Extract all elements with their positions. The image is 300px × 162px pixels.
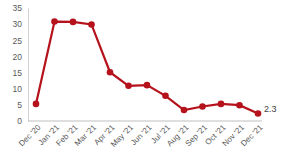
- marker: [199, 103, 206, 110]
- x-tick: Dec '21: [239, 121, 265, 148]
- marker: [33, 101, 40, 108]
- y-tick: 20: [13, 52, 28, 62]
- y-tick-label: 5: [17, 100, 22, 110]
- y-tick: 35: [13, 3, 28, 13]
- marker: [125, 83, 132, 90]
- y-tick-label: 25: [13, 36, 23, 46]
- marker: [70, 19, 77, 26]
- x-tick-label: Jun '21: [129, 122, 154, 147]
- y-axis-line: [28, 9, 29, 122]
- marker: [144, 82, 151, 89]
- x-tick: Jun '21: [129, 121, 154, 147]
- x-tick-label: Dec '21: [239, 122, 265, 148]
- marker: [88, 21, 95, 28]
- x-tick-label: May '21: [109, 122, 135, 148]
- chart: 0 5 10 15 20 25 30 35 Dec '20Jan '21Feb '21Mar '…: [0, 0, 300, 162]
- y-tick: 0: [17, 116, 28, 126]
- y-tick: 25: [13, 36, 28, 46]
- x-axis: Dec '20Jan '21Feb '21Mar '21Apr '21May '…: [17, 121, 265, 149]
- y-tick: 30: [13, 19, 28, 29]
- data-labels: 2.3: [264, 104, 277, 114]
- marker: [255, 110, 262, 117]
- marker: [162, 93, 169, 100]
- y-tick-label: 30: [13, 19, 23, 29]
- y-tick-label: 15: [13, 68, 23, 78]
- marker: [107, 69, 114, 76]
- y-tick-label: 10: [13, 84, 23, 94]
- y-tick: 5: [17, 100, 28, 110]
- y-axis: 0 5 10 15 20 25 30 35: [13, 3, 29, 126]
- plot-area: [33, 18, 262, 117]
- marker: [181, 107, 188, 114]
- y-tick-label: 0: [17, 116, 22, 126]
- y-tick-label: 35: [13, 3, 23, 13]
- y-tick: 15: [13, 68, 28, 78]
- x-tick: Sep '21: [184, 121, 210, 148]
- marker: [51, 18, 58, 25]
- line: [36, 22, 258, 114]
- x-axis-line: [28, 121, 262, 122]
- data-label: 2.3: [264, 104, 277, 114]
- x-tick-label: Sep '21: [184, 122, 210, 148]
- y-tick-label: 20: [13, 52, 23, 62]
- y-tick: 10: [13, 84, 28, 94]
- marker: [236, 102, 243, 109]
- marker: [218, 101, 225, 108]
